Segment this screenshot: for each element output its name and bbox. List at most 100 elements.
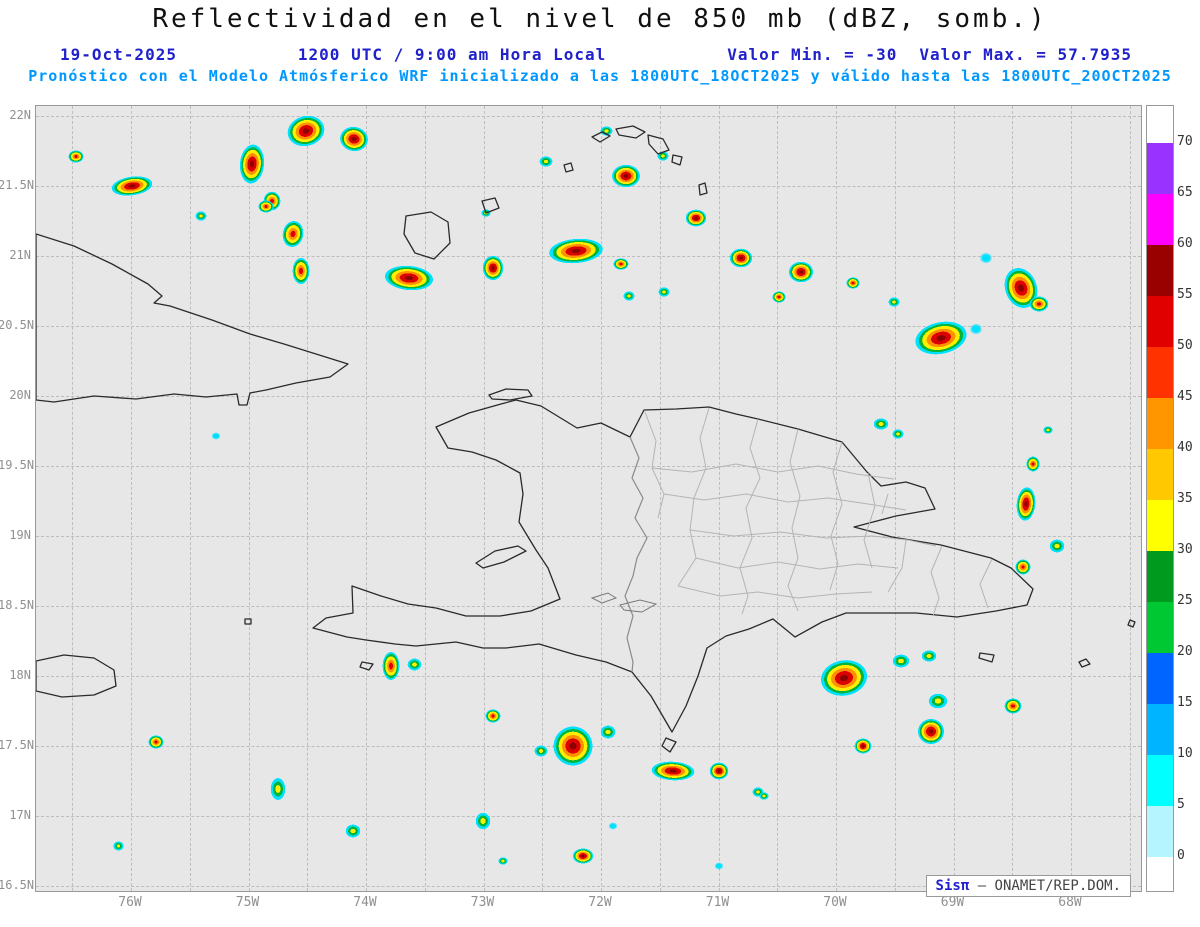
value-min-label: Valor Min. = -30 <box>727 45 898 64</box>
grid-line <box>1071 106 1072 891</box>
storm-cell <box>608 822 618 830</box>
storm-cell <box>345 824 361 838</box>
colorbar-segment <box>1147 143 1173 194</box>
storm-cell <box>539 155 553 167</box>
credit-brand: Sisπ <box>935 878 970 894</box>
storm-cell <box>892 654 910 668</box>
colorbar-segment <box>1147 296 1173 347</box>
coastline-layer <box>36 125 1136 753</box>
colorbar-segment <box>1147 704 1173 755</box>
grid-line <box>366 106 367 891</box>
storm-cell <box>148 735 164 749</box>
grid-line <box>36 466 1141 467</box>
storm-cell <box>552 725 594 767</box>
cuba-coast <box>36 233 349 406</box>
y-tick-label: 21.5N <box>0 178 35 192</box>
grid-line <box>601 106 602 891</box>
colorbar-segment <box>1147 602 1173 653</box>
y-tick-label: 21N <box>9 248 31 262</box>
storm-cell <box>788 261 814 283</box>
storm-cell <box>1026 456 1040 472</box>
storm-cell <box>888 297 900 307</box>
value-max-label: Valor Max. = 57.7935 <box>919 45 1132 64</box>
lakes <box>590 592 658 613</box>
storm-cell <box>729 248 753 268</box>
page-title: Reflectividad en el nivel de 850 mb (dBZ… <box>152 4 1048 34</box>
storm-cell <box>498 857 508 865</box>
grid-line <box>189 106 191 891</box>
y-tick-label: 20N <box>9 388 31 402</box>
storm-cell <box>485 709 501 723</box>
y-tick-label: 17N <box>9 808 31 822</box>
storm-cell <box>1004 698 1022 714</box>
grid-line <box>1012 106 1014 891</box>
grid-line <box>36 396 1141 397</box>
hispaniola-coast <box>312 399 1034 733</box>
storm-cell <box>1015 559 1031 575</box>
storm-cell <box>406 657 422 671</box>
y-tick-label: 18.5N <box>0 598 35 612</box>
storm-cell <box>892 429 904 439</box>
x-tick-label: 69W <box>940 895 965 910</box>
grid-line <box>36 816 1141 817</box>
x-tick-label: 75W <box>235 895 260 910</box>
grid-line <box>894 106 896 891</box>
storm-cell <box>482 255 504 281</box>
storm-cell <box>714 862 724 870</box>
minmax-group: Valor Min. = -30 Valor Max. = 57.7935 <box>727 45 1132 64</box>
colorbar-segment <box>1147 551 1173 602</box>
lake-azuei <box>590 592 618 604</box>
storm-cell <box>211 432 221 440</box>
ile-a-vache-island <box>359 661 374 671</box>
grid-line <box>36 606 1141 607</box>
colorbar-segment <box>1147 347 1173 398</box>
colorbar-labels: 70 65 60 55 50 45 40 35 30 25 20 15 10 5 0 <box>1177 105 1200 890</box>
x-tick-label: 76W <box>118 895 142 910</box>
storm-cell <box>657 151 669 161</box>
colorbar-tick-label: 35 <box>1177 491 1193 506</box>
saona-island <box>978 652 995 663</box>
grid-line <box>36 186 1141 187</box>
grid-line <box>718 106 720 891</box>
grid-line <box>131 106 132 891</box>
storm-cell <box>969 323 983 335</box>
colorbar-segment <box>1147 653 1173 704</box>
colorbar-tick-label: 60 <box>1177 236 1193 251</box>
colorbar-tick-label: 0 <box>1177 848 1185 863</box>
colorbar-segment <box>1147 245 1173 296</box>
navassa-island <box>244 618 252 625</box>
storm-cell <box>599 126 613 136</box>
grid-line <box>36 886 1141 887</box>
grid-line <box>1129 106 1131 891</box>
grid-line <box>542 106 544 891</box>
valid-time: 1200 UTC / 9:00 am Hora Local <box>297 45 607 64</box>
grid-line <box>953 106 955 891</box>
y-tick-label: 18N <box>9 668 31 682</box>
model-info-line: Pronóstico con el Modelo Atmósferico WRF… <box>28 67 1172 85</box>
storm-cell <box>917 717 945 745</box>
mona-island <box>1078 658 1091 668</box>
y-tick-label: 19.5N <box>0 458 35 472</box>
grid-line <box>483 106 485 891</box>
storm-cells-layer <box>36 106 1141 891</box>
colorbar-tick-label: 10 <box>1177 746 1193 761</box>
y-tick-label: 17.5N <box>0 738 35 752</box>
colorbar-tick-label: 20 <box>1177 644 1193 659</box>
grid-line <box>36 116 1141 117</box>
desecheo-island <box>1127 619 1136 628</box>
storm-cell <box>68 149 84 163</box>
storm-cell <box>772 291 786 303</box>
grid-line <box>659 106 661 891</box>
storm-cell <box>928 693 948 709</box>
x-tick-label: 73W <box>470 895 495 910</box>
credit-org: – ONAMET/REP.DOM. <box>977 878 1121 894</box>
x-tick-label: 70W <box>823 895 847 910</box>
storm-cell <box>572 848 594 864</box>
grid-line <box>36 536 1141 537</box>
colorbar-tick-label: 65 <box>1177 185 1193 200</box>
x-tick-label: 72W <box>588 895 612 910</box>
storm-cell <box>752 787 764 797</box>
storm-cell <box>613 258 629 270</box>
caicos-islands <box>563 125 708 196</box>
